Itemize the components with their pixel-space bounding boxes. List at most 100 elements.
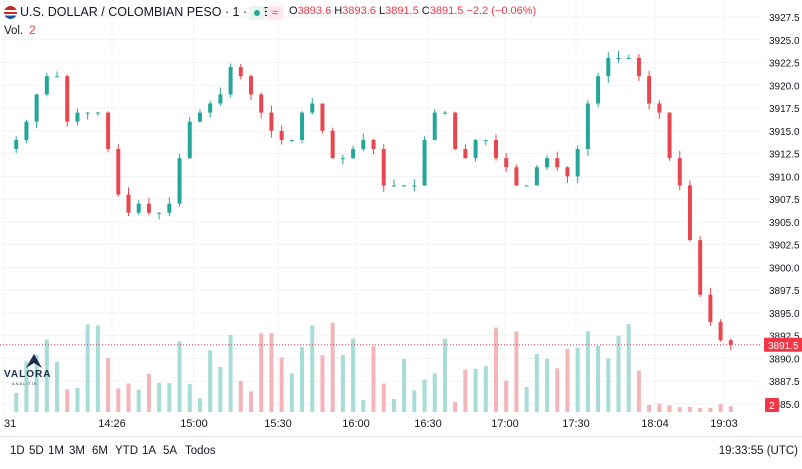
volume-bar [330,322,335,412]
price-tick-label: 3897.5 [769,286,800,297]
volume-bar [361,400,366,412]
candle-down [65,76,70,122]
volume-bar [157,382,162,412]
volume-bar [514,331,519,412]
candle-down [647,76,652,104]
price-tick-label: 3917.5 [769,104,800,115]
candle-up [300,112,305,140]
volume-bar [698,407,703,412]
volume-bar [65,389,70,412]
price-tick-label: 3900.0 [769,263,800,274]
candle-down [453,112,458,150]
volume-bar [483,365,488,412]
volume-bar [412,390,417,412]
candle-up [575,149,580,177]
candle-up [197,112,202,122]
candle-up [361,139,366,150]
volume-bar [391,399,396,412]
candle-up [391,185,396,187]
time-tick-label: 18:04 [641,418,669,430]
price-tick-label: 3892.5 [769,332,800,343]
volume-bar [228,334,233,412]
volume-bar [238,380,243,412]
logo-arrow-icon [26,354,42,368]
candle-down [330,130,335,159]
volume-bar [453,401,458,412]
price-tick-label: 3895.0 [769,309,800,320]
volume-bar [85,324,90,412]
volume-bar [677,407,682,412]
candle-up [85,112,90,114]
volume-value: 2 [29,25,36,37]
volume-bar [146,373,151,412]
volume-bar [279,357,284,412]
candle-down [494,139,498,159]
timeframe-1d[interactable]: 1D [10,445,25,457]
price-tick-label: 3890.0 [769,354,800,365]
time-tick-label: 19:03 [710,418,738,430]
volume-bar [75,387,80,412]
candle-up [483,139,488,141]
time-tick-label: 14:26 [98,418,126,430]
candle-up [585,103,590,150]
candle-down [249,76,253,95]
volume-bar [249,391,253,412]
timeframe-3m[interactable]: 3M [69,445,85,457]
volume-bar [269,333,274,412]
candle-down [555,158,560,168]
volume-bar [167,383,172,412]
candlestick-chart[interactable]: 31 14:26 15:00 15:30 16:00 16:30 17:00 17:30 18:… [0,0,802,436]
timeframe-5a[interactable]: 5A [163,445,178,457]
volume-bar [687,406,692,412]
volume-bar [300,347,305,412]
market-status-icon[interactable] [249,6,265,20]
candle-up [187,121,192,159]
candle-up [422,139,427,186]
candle-down [259,94,264,113]
time-tick-label: 16:00 [342,418,370,430]
volume-bar [259,333,264,412]
logo-sub: ANALITIK [12,381,38,386]
wave-icon[interactable]: ≈ [267,6,283,20]
volume-bar [14,392,19,412]
volume-bar [718,404,723,412]
volume-bar [55,362,60,412]
candle-down [514,167,519,186]
timeframe-ytd[interactable]: YTD [115,445,138,457]
candle-up [208,103,213,113]
price-tick-label: 3927.5 [769,13,800,24]
open-value: 3893.6 [297,5,332,17]
volume-bar [371,346,376,412]
candle-down [667,112,672,159]
volume-bar [432,373,437,412]
price-tick-label: 3885.0 [769,400,800,411]
candle-up [402,185,407,187]
candle-up [95,112,100,114]
clock: 19:33:55 (UTC) [718,445,798,457]
timeframe-5d[interactable]: 5D [29,445,44,457]
volume-bar [606,358,611,412]
timeframe-1m[interactable]: 1M [48,445,64,457]
candle-up [340,158,345,160]
timeframe-todos[interactable]: Todos [185,445,216,457]
last-price-tag [764,337,802,352]
symbol-title[interactable]: U.S. DOLLAR / COLOMBIAN PESO · 1 · ICE [20,5,272,19]
volume-bar [524,387,529,412]
candle-down [320,103,325,131]
candle-down [718,322,723,341]
candle-down [708,294,713,323]
price-tick-label: 3920.0 [769,81,800,92]
timeframe-6m[interactable]: 6M [92,445,108,457]
candle-down [381,149,386,186]
flag-icon [4,6,17,19]
volume-bar [626,324,631,412]
candle-up [606,57,611,77]
volume-tag [765,398,779,412]
candle-up [524,185,529,187]
timeframe-1a[interactable]: 1A [142,445,157,457]
candle-up [626,57,631,59]
volume-bar [545,358,550,412]
candle-up [136,203,141,213]
volume-bar [402,359,407,412]
